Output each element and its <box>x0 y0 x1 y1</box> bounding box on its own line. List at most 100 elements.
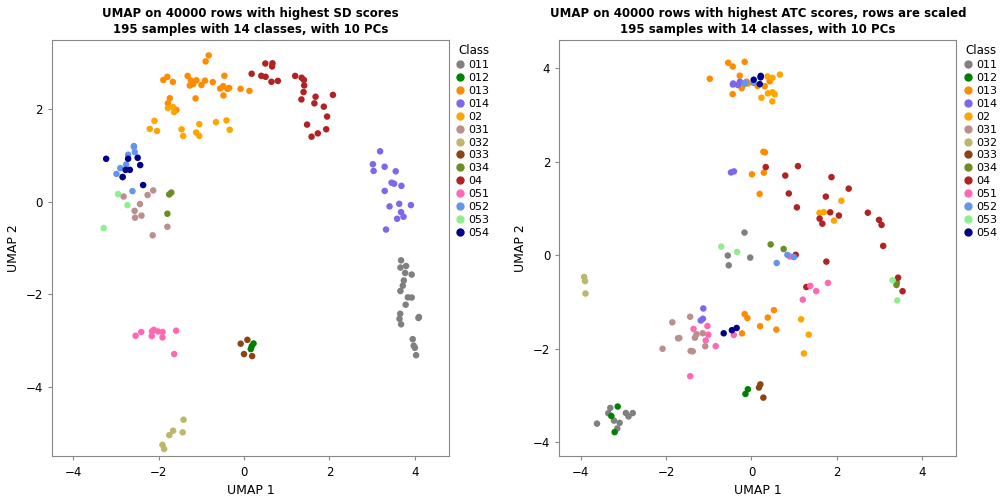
Point <box>686 334 703 342</box>
Point <box>814 220 831 228</box>
Y-axis label: UMAP 2: UMAP 2 <box>7 224 20 272</box>
Point <box>166 350 182 358</box>
Point <box>841 184 857 193</box>
Point <box>205 78 221 86</box>
Point <box>299 120 316 129</box>
Point <box>159 223 175 231</box>
Point <box>173 125 190 134</box>
Point <box>160 99 176 107</box>
Point <box>713 242 729 250</box>
Point <box>790 162 806 170</box>
Point <box>154 334 170 342</box>
Point <box>701 331 717 339</box>
Point <box>216 91 232 99</box>
Point <box>738 390 754 398</box>
Point <box>219 116 235 124</box>
Point <box>759 73 775 81</box>
Point <box>802 282 818 290</box>
Point <box>293 95 309 103</box>
Point <box>142 125 158 133</box>
Point <box>610 403 626 411</box>
Point <box>392 287 408 295</box>
Point <box>161 431 177 439</box>
Point <box>742 254 758 262</box>
Point <box>708 342 724 350</box>
Point <box>758 163 774 171</box>
Point <box>201 51 217 59</box>
Point <box>194 81 210 89</box>
Point <box>826 217 842 225</box>
Point <box>146 326 162 334</box>
Point <box>307 93 324 101</box>
Point <box>750 82 766 90</box>
Point <box>831 212 847 220</box>
Point <box>725 90 741 98</box>
X-axis label: UMAP 1: UMAP 1 <box>734 484 782 497</box>
Point <box>815 208 832 216</box>
Point <box>115 173 131 181</box>
Point <box>217 72 233 80</box>
Point <box>241 87 257 95</box>
Point <box>309 130 326 138</box>
Point <box>222 126 238 134</box>
Point <box>755 148 771 156</box>
Point <box>287 72 303 80</box>
Point <box>811 215 828 223</box>
Title: UMAP on 40000 rows with highest ATC scores, rows are scaled
195 samples with 14 : UMAP on 40000 rows with highest ATC scor… <box>549 7 966 36</box>
Point <box>198 57 214 66</box>
Point <box>296 82 312 90</box>
Point <box>393 182 409 190</box>
Point <box>408 351 424 359</box>
Point <box>144 332 160 340</box>
Point <box>165 103 181 111</box>
Point <box>684 347 701 355</box>
Legend: 011, 012, 013, 014, 02, 031, 032, 033, 034, 04, 051, 052, 053, 054: 011, 012, 013, 014, 02, 031, 032, 033, 0… <box>961 40 1002 242</box>
Point <box>621 412 637 420</box>
Point <box>257 59 273 68</box>
Point <box>161 94 177 102</box>
Point <box>221 84 237 92</box>
Point <box>393 257 409 265</box>
Point <box>133 328 149 336</box>
Point <box>695 329 711 337</box>
Point <box>820 279 836 287</box>
Point <box>389 215 405 223</box>
Point <box>319 112 335 120</box>
Point <box>688 330 705 338</box>
Point <box>889 296 905 304</box>
Point <box>179 72 196 80</box>
Point <box>818 258 835 266</box>
Point <box>734 329 750 337</box>
Point <box>720 251 736 260</box>
Point <box>766 306 782 314</box>
Point <box>625 409 641 417</box>
Point <box>403 271 419 279</box>
Point <box>185 80 202 88</box>
Point <box>187 94 204 102</box>
Point <box>175 132 192 140</box>
Point <box>116 193 132 201</box>
Point <box>395 282 411 290</box>
Point <box>726 331 742 339</box>
Point <box>612 419 628 427</box>
Point <box>168 327 184 335</box>
Point <box>664 319 680 327</box>
Point <box>700 322 716 330</box>
Point <box>386 180 402 188</box>
Point <box>723 168 739 176</box>
Point <box>120 155 136 163</box>
Point <box>796 349 812 357</box>
Point <box>156 445 172 453</box>
Point <box>787 251 803 259</box>
Point <box>794 296 810 304</box>
Point <box>154 328 170 336</box>
Point <box>740 80 756 88</box>
Point <box>740 385 756 393</box>
Point <box>233 85 249 93</box>
Point <box>762 77 778 85</box>
Point <box>365 160 381 168</box>
Point <box>149 127 165 135</box>
Point <box>126 143 142 151</box>
Point <box>734 84 750 92</box>
Point <box>577 277 593 285</box>
